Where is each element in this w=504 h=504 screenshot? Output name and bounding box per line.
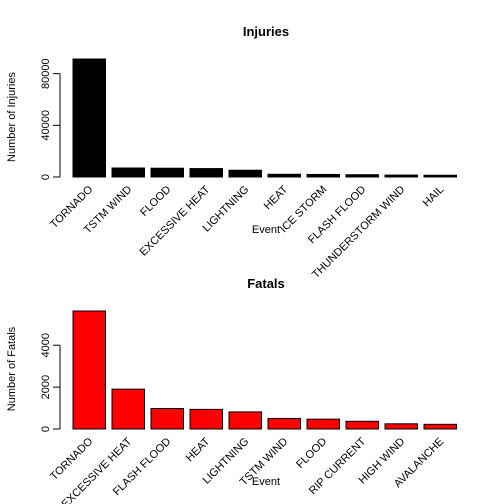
injuries-x-tick-label: EXCESSIVE HEAT (137, 183, 212, 258)
fatals-bar-tstm-wind (267, 417, 301, 430)
fatals-y-tick-label: 0 (40, 426, 52, 432)
injuries-bar-hail (423, 174, 457, 178)
fatals-y-tick-label: 4000 (40, 333, 52, 357)
fatals-bar-avalanche (423, 423, 457, 430)
fatals-bar-high-wind (384, 423, 418, 430)
injuries-x-tick-label: HEAT (262, 183, 291, 212)
injuries-bar-ice-storm (306, 173, 340, 178)
injuries-bar-tornado (72, 58, 106, 178)
fatals-bar-flash-flood (150, 408, 184, 430)
injuries-bar-flood (150, 167, 184, 178)
injuries-x-axis-label: Event (252, 224, 280, 236)
fatals-bar-flood (306, 418, 340, 430)
fatals-bar-rip-current (345, 420, 379, 430)
fatals-x-axis-label: Event (252, 476, 280, 488)
injuries-bar-thunderstorm-wind (384, 174, 418, 178)
fatals-y-axis-label: Number of Fatals (6, 326, 18, 411)
injuries-bar-lightning (228, 169, 262, 178)
injuries-y-tick-label: 80000 (40, 58, 52, 89)
fatals-bar-excessive-heat (111, 388, 145, 430)
fatals-y-tick-label: 2000 (40, 375, 52, 399)
fatals-chart: Fatals Number of Fatals Event 020004000 … (6, 276, 457, 504)
fatals-chart-title: Fatals (247, 276, 285, 291)
fatals-bar-heat (189, 408, 223, 430)
fatals-bars (72, 310, 457, 430)
injuries-bar-heat (267, 173, 301, 178)
injuries-x-tick-label: FLOOD (138, 184, 173, 219)
injuries-y-axis: 0 40000 80000 (40, 58, 61, 180)
injuries-y-tick-label: 0 (40, 174, 52, 180)
injuries-bars (72, 58, 457, 178)
injuries-y-tick-label: 40000 (40, 110, 52, 141)
fatals-y-axis: 0 2000 4000 (40, 333, 61, 432)
fatals-x-tick-label: FLOOD (294, 436, 329, 471)
fatals-x-tick-label: HEAT (184, 435, 213, 464)
fatals-bar-lightning (228, 411, 262, 430)
injuries-chart-title: Injuries (243, 24, 289, 39)
injuries-bar-excessive-heat (189, 168, 223, 178)
injuries-bar-tstm-wind (111, 167, 145, 178)
injuries-chart: Injuries Number of Injuries Event 0 40000… (6, 24, 457, 281)
injuries-bar-flash-flood (345, 174, 379, 178)
fatals-bar-tornado (72, 310, 106, 430)
injuries-x-tick-label: HAIL (421, 184, 447, 210)
injuries-y-axis-label: Number of Injuries (6, 72, 18, 162)
